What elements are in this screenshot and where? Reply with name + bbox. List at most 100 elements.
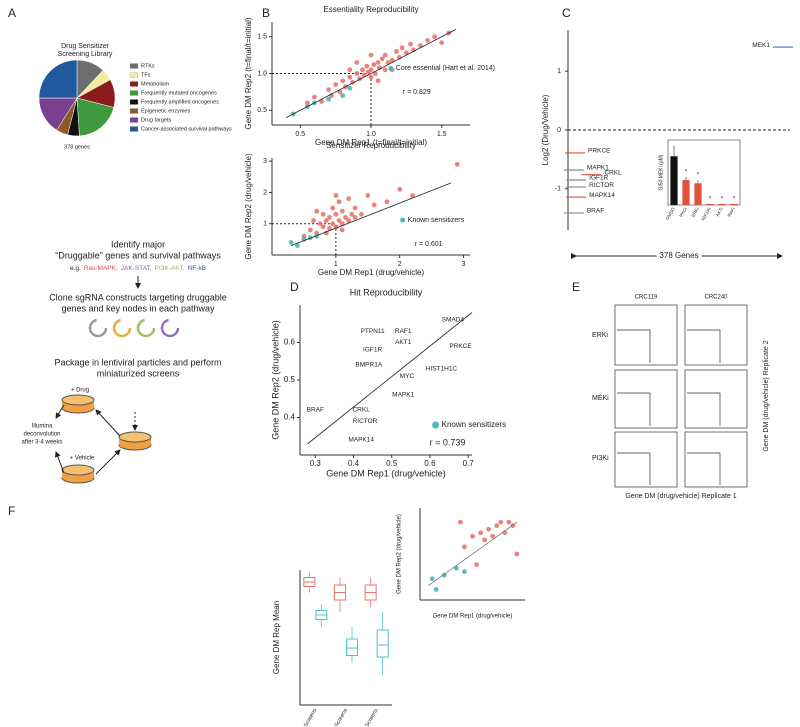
- legend-label: RTKs: [141, 63, 155, 69]
- legend-swatch: [129, 90, 139, 96]
- point: [425, 37, 430, 43]
- example-prefix: e.g.: [70, 265, 81, 272]
- box: [346, 638, 358, 656]
- legend-label: Known sensitizers: [442, 420, 506, 429]
- point: [439, 40, 445, 45]
- point: [482, 537, 488, 543]
- x-tick-label: ERKi Screens: [357, 708, 379, 727]
- gene-label: MEK1: [752, 42, 770, 49]
- step-text: genes and key nodes in each pathway: [61, 303, 215, 313]
- gene-label: HIST1H1C: [426, 365, 458, 372]
- point: [433, 586, 439, 592]
- point: [379, 56, 385, 62]
- point: [339, 208, 345, 214]
- point: [462, 544, 467, 550]
- point: [486, 526, 492, 532]
- x-axis-label: Gene DM Rep1 (drug/vehicle): [326, 468, 446, 478]
- x-tick-label: 1: [334, 261, 338, 268]
- y-tick-label: 0.5: [257, 107, 267, 114]
- gene-label: AKT1: [395, 339, 412, 346]
- y-axis-label: Gene DM Rep2 (drug/vehicle): [244, 153, 253, 260]
- significance: *: [721, 196, 724, 202]
- bar: [706, 203, 714, 205]
- example: JAK-STAT,: [121, 265, 152, 272]
- gene-label: MAPK14: [589, 192, 615, 199]
- step-text: Clone sgRNA constructs targeting druggab…: [49, 292, 227, 302]
- gene-label: CRKL: [604, 169, 622, 176]
- y-tick-label: 0.6: [284, 338, 296, 347]
- trend-line: [291, 182, 451, 246]
- gene-label: CRKL: [352, 407, 370, 414]
- gene-label: PTPN11: [361, 328, 385, 335]
- point: [364, 63, 370, 69]
- point: [317, 221, 323, 227]
- point: [333, 211, 339, 217]
- axis-label: Gene DM (drug/vehicle) Replicate 1: [625, 493, 736, 500]
- gene-label: MAPK1: [587, 165, 609, 172]
- y-axis-label: Gene DM Rep2 (drug/vehicle): [270, 320, 280, 440]
- bar: [670, 156, 678, 205]
- y-tick-label: 0.4: [284, 413, 296, 422]
- point: [354, 71, 360, 76]
- significance: *: [685, 169, 688, 175]
- cycle-arrows: [54, 404, 138, 475]
- readout: Illumina: [32, 424, 53, 430]
- readout: deconvolution: [23, 432, 60, 438]
- y-tick-label: 3: [263, 158, 267, 165]
- gene-label: RICTOR: [353, 418, 378, 425]
- legend-label: Core essential (Hart et al. 2014): [396, 65, 495, 72]
- y-tick-label: -1: [555, 186, 561, 193]
- x-tick-label: 1.5: [437, 131, 447, 138]
- y-tick-label: 2: [263, 189, 267, 196]
- point: [368, 67, 374, 73]
- legend-swatch: [129, 72, 139, 78]
- x-tick-label: RAFi: [727, 207, 736, 218]
- x-tick-label: AKTi: [715, 207, 724, 218]
- legend-marker: [388, 65, 394, 71]
- panel-label: A: [8, 6, 16, 20]
- pie-slice: [76, 97, 115, 137]
- inset-frame: [667, 139, 741, 206]
- point: [368, 52, 374, 58]
- chart-title: Sensitizer Reproducibility: [326, 141, 416, 150]
- point: [408, 41, 413, 47]
- x-axis-label: 378 Genes: [659, 251, 698, 260]
- legend-swatch: [129, 126, 139, 132]
- point: [340, 93, 346, 98]
- y-axis-label: Log2 (Drug/Vehicle): [541, 94, 550, 165]
- point: [352, 215, 358, 220]
- point: [441, 572, 447, 578]
- y-tick-label: 1.0: [257, 70, 267, 77]
- trend-line: [285, 29, 457, 118]
- point: [394, 49, 399, 54]
- total-label: 378 genes: [64, 144, 90, 150]
- point: [323, 218, 329, 223]
- point: [346, 218, 352, 223]
- point: [454, 161, 460, 167]
- gene-label: PRKCE: [449, 343, 472, 350]
- legend-label: Epigenetic enzymes: [141, 108, 190, 114]
- gene-label: IGF1R: [589, 175, 608, 182]
- readout: after 3-4 weeks: [21, 440, 62, 446]
- point: [349, 211, 355, 217]
- point: [327, 226, 332, 231]
- plasmids: [88, 318, 180, 338]
- x-tick-label: 0.3: [310, 459, 322, 468]
- point: [498, 519, 504, 525]
- legend-label: Frequently amplified oncogenes: [141, 99, 219, 105]
- y-axis-label: Gene DM Rep2 (drug/vehicle): [397, 514, 403, 594]
- point: [339, 227, 345, 233]
- point: [347, 74, 353, 80]
- step-text: Package in lentiviral particles and perf…: [54, 357, 221, 367]
- point: [399, 45, 405, 51]
- panel-label: B: [262, 6, 270, 20]
- x-tick-label: MEKi Screens: [326, 708, 349, 727]
- panel-label: D: [290, 280, 299, 294]
- point: [494, 523, 500, 529]
- point: [462, 569, 467, 575]
- point: [490, 533, 496, 539]
- gene-label: BRAF: [307, 407, 324, 414]
- point: [336, 218, 342, 223]
- example: PI3K-AKT,: [155, 265, 185, 272]
- point: [382, 52, 388, 58]
